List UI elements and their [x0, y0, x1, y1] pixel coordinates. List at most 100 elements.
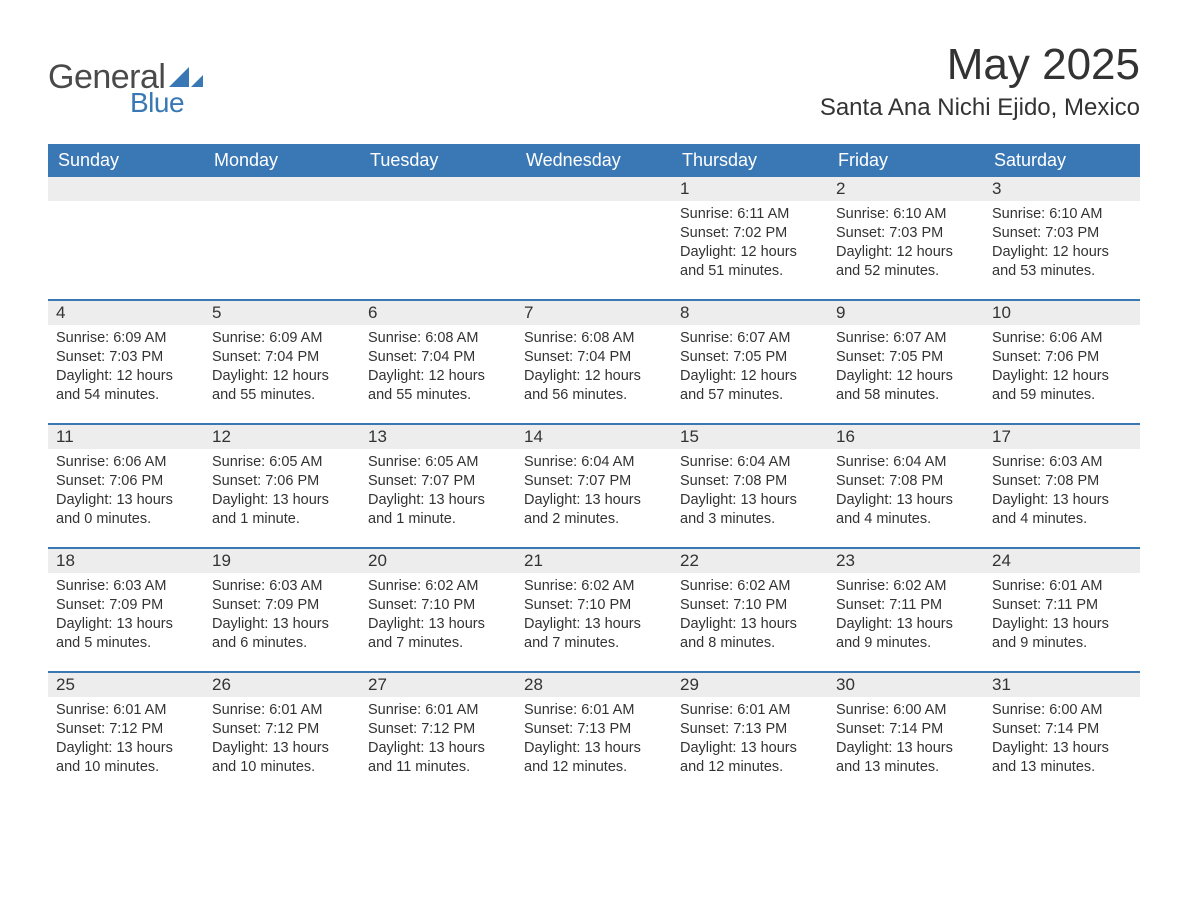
month-title: May 2025: [820, 40, 1140, 90]
day-details: Sunrise: 6:06 AMSunset: 7:06 PMDaylight:…: [984, 325, 1140, 414]
day-cell: 13Sunrise: 6:05 AMSunset: 7:07 PMDayligh…: [360, 425, 516, 547]
daylight-text: Daylight: 12 hours and 58 minutes.: [836, 367, 976, 405]
day-details: Sunrise: 6:04 AMSunset: 7:08 PMDaylight:…: [672, 449, 828, 538]
daylight-text: Daylight: 13 hours and 2 minutes.: [524, 491, 664, 529]
day-cell: 18 Sunrise: 6:03 AMSunset: 7:09 PMDayligh…: [48, 549, 204, 671]
day-number: 6: [360, 301, 516, 325]
day-number: 10: [984, 301, 1140, 325]
sunset-text: Sunset: 7:09 PM: [56, 596, 196, 615]
daylight-text: Daylight: 13 hours and 5 minutes.: [56, 615, 196, 653]
calendar-page: General Blue May 2025 Santa Ana Nichi Ej…: [0, 0, 1188, 835]
day-number: 9: [828, 301, 984, 325]
day-cell: 20Sunrise: 6:02 AMSunset: 7:10 PMDayligh…: [360, 549, 516, 671]
day-details: Sunrise: 6:01 AMSunset: 7:13 PMDaylight:…: [516, 697, 672, 786]
day-number: 24: [984, 549, 1140, 573]
daylight-text: Daylight: 12 hours and 57 minutes.: [680, 367, 820, 405]
day-number: 14: [516, 425, 672, 449]
week-row: 1Sunrise: 6:11 AMSunset: 7:02 PMDaylight…: [48, 177, 1140, 299]
day-number: 29: [672, 673, 828, 697]
daylight-text: Daylight: 13 hours and 7 minutes.: [524, 615, 664, 653]
day-details: Sunrise: 6:06 AMSunset: 7:06 PMDaylight:…: [48, 449, 204, 538]
day-number: [48, 177, 204, 201]
sunrise-text: Sunrise: 6:05 AM: [368, 453, 508, 472]
day-details: Sunrise: 6:11 AMSunset: 7:02 PMDaylight:…: [672, 201, 828, 290]
day-number: 18: [48, 549, 204, 573]
sunrise-text: Sunrise: 6:06 AM: [992, 329, 1132, 348]
daylight-text: Daylight: 13 hours and 1 minute.: [368, 491, 508, 529]
sunset-text: Sunset: 7:05 PM: [680, 348, 820, 367]
sunrise-text: Sunrise: 6:02 AM: [368, 577, 508, 596]
day-details: Sunrise: 6:02 AMSunset: 7:11 PMDaylight:…: [828, 573, 984, 662]
week-row: 25Sunrise: 6:01 AMSunset: 7:12 PMDayligh…: [48, 671, 1140, 795]
daylight-text: Daylight: 12 hours and 55 minutes.: [368, 367, 508, 405]
day-number: 5: [204, 301, 360, 325]
sunset-text: Sunset: 7:13 PM: [680, 720, 820, 739]
week-row: 18Sunrise: 6:03 AMSunset: 7:09 PMDayligh…: [48, 547, 1140, 671]
sunrise-text: Sunrise: 6:03 AM: [212, 577, 352, 596]
sunset-text: Sunset: 7:11 PM: [836, 596, 976, 615]
sunset-text: Sunset: 7:07 PM: [524, 472, 664, 491]
day-details: Sunrise: 6:09 AMSunset: 7:03 PMDaylight:…: [48, 325, 204, 414]
sunset-text: Sunset: 7:09 PM: [212, 596, 352, 615]
day-number: 22: [672, 549, 828, 573]
sunrise-text: Sunrise: 6:06 AM: [56, 453, 196, 472]
sunrise-text: Sunrise: 6:03 AM: [992, 453, 1132, 472]
sunrise-text: Sunrise: 6:01 AM: [212, 701, 352, 720]
daylight-text: Daylight: 12 hours and 51 minutes.: [680, 243, 820, 281]
sunset-text: Sunset: 7:04 PM: [212, 348, 352, 367]
sunrise-text: Sunrise: 6:07 AM: [680, 329, 820, 348]
sunrise-text: Sunrise: 6:00 AM: [836, 701, 976, 720]
day-details: Sunrise: 6:01 AMSunset: 7:12 PMDaylight:…: [204, 697, 360, 786]
weeks-container: 1Sunrise: 6:11 AMSunset: 7:02 PMDaylight…: [48, 177, 1140, 795]
daylight-text: Daylight: 13 hours and 7 minutes.: [368, 615, 508, 653]
sunrise-text: Sunrise: 6:03 AM: [56, 577, 196, 596]
day-number: 26: [204, 673, 360, 697]
sunrise-text: Sunrise: 6:00 AM: [992, 701, 1132, 720]
day-details: Sunrise: 6:09 AMSunset: 7:04 PMDaylight:…: [204, 325, 360, 414]
sunset-text: Sunset: 7:03 PM: [56, 348, 196, 367]
weekday-header: Sunday: [48, 144, 204, 177]
day-details: Sunrise: 6:02 AMSunset: 7:10 PMDaylight:…: [360, 573, 516, 662]
calendar-grid: Sunday Monday Tuesday Wednesday Thursday…: [48, 144, 1140, 795]
day-details: Sunrise: 6:05 AMSunset: 7:07 PMDaylight:…: [360, 449, 516, 538]
daylight-text: Daylight: 13 hours and 13 minutes.: [992, 739, 1132, 777]
sunrise-text: Sunrise: 6:07 AM: [836, 329, 976, 348]
daylight-text: Daylight: 12 hours and 54 minutes.: [56, 367, 196, 405]
sunset-text: Sunset: 7:02 PM: [680, 224, 820, 243]
sunset-text: Sunset: 7:14 PM: [836, 720, 976, 739]
sunset-text: Sunset: 7:06 PM: [992, 348, 1132, 367]
day-number: 27: [360, 673, 516, 697]
day-cell: 11Sunrise: 6:06 AMSunset: 7:06 PMDayligh…: [48, 425, 204, 547]
daylight-text: Daylight: 12 hours and 55 minutes.: [212, 367, 352, 405]
day-details: Sunrise: 6:03 AMSunset: 7:08 PMDaylight:…: [984, 449, 1140, 538]
daylight-text: Daylight: 13 hours and 1 minute.: [212, 491, 352, 529]
daylight-text: Daylight: 12 hours and 53 minutes.: [992, 243, 1132, 281]
day-details: Sunrise: 6:04 AMSunset: 7:08 PMDaylight:…: [828, 449, 984, 538]
day-details: Sunrise: 6:01 AMSunset: 7:13 PMDaylight:…: [672, 697, 828, 786]
day-details: Sunrise: 6:01 AMSunset: 7:12 PMDaylight:…: [360, 697, 516, 786]
day-details: Sunrise: 6:03 AMSunset: 7:09 PMDaylight:…: [204, 573, 360, 662]
daylight-text: Daylight: 13 hours and 12 minutes.: [524, 739, 664, 777]
header-row: General Blue May 2025 Santa Ana Nichi Ej…: [48, 40, 1140, 138]
sunrise-text: Sunrise: 6:09 AM: [212, 329, 352, 348]
weekday-header: Monday: [204, 144, 360, 177]
day-details: Sunrise: 6:10 AMSunset: 7:03 PMDaylight:…: [828, 201, 984, 290]
sunset-text: Sunset: 7:14 PM: [992, 720, 1132, 739]
daylight-text: Daylight: 13 hours and 8 minutes.: [680, 615, 820, 653]
logo: General Blue: [48, 58, 203, 119]
day-number: 28: [516, 673, 672, 697]
day-cell: 16Sunrise: 6:04 AMSunset: 7:08 PMDayligh…: [828, 425, 984, 547]
daylight-text: Daylight: 13 hours and 6 minutes.: [212, 615, 352, 653]
daylight-text: Daylight: 12 hours and 56 minutes.: [524, 367, 664, 405]
weekday-header: Wednesday: [516, 144, 672, 177]
day-cell: 21Sunrise: 6:02 AMSunset: 7:10 PMDayligh…: [516, 549, 672, 671]
day-cell: 23Sunrise: 6:02 AMSunset: 7:11 PMDayligh…: [828, 549, 984, 671]
day-details: Sunrise: 6:01 AMSunset: 7:11 PMDaylight:…: [984, 573, 1140, 662]
day-cell: 5Sunrise: 6:09 AMSunset: 7:04 PMDaylight…: [204, 301, 360, 423]
sunset-text: Sunset: 7:06 PM: [56, 472, 196, 491]
sunrise-text: Sunrise: 6:08 AM: [524, 329, 664, 348]
day-number: 13: [360, 425, 516, 449]
sunrise-text: Sunrise: 6:09 AM: [56, 329, 196, 348]
daylight-text: Daylight: 13 hours and 0 minutes.: [56, 491, 196, 529]
sunrise-text: Sunrise: 6:01 AM: [680, 701, 820, 720]
